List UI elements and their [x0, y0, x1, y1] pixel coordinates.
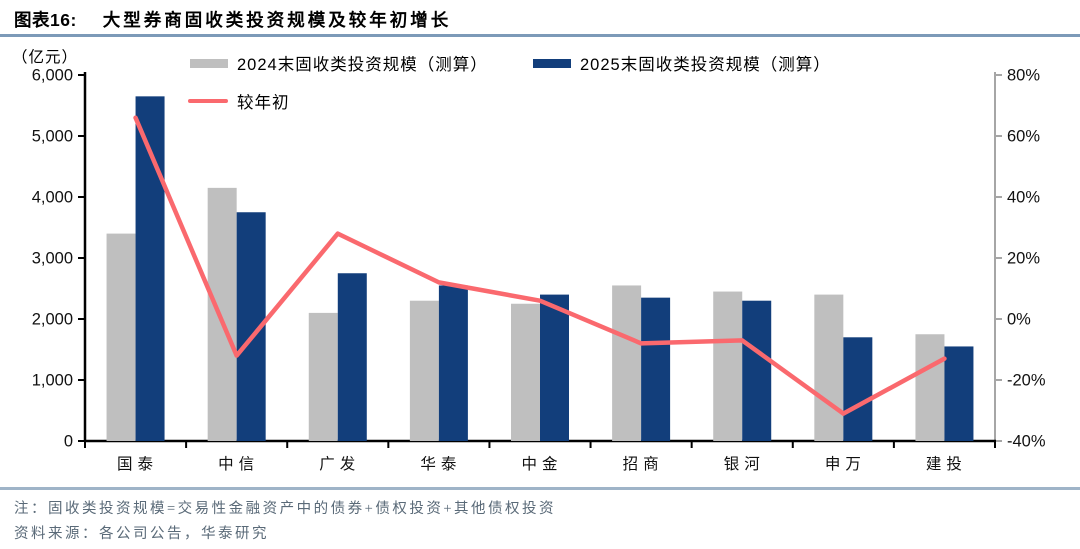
right-axis-tick-label: 20% — [1007, 250, 1040, 268]
legend-label-2025: 2025末固收类投资规模（测算） — [580, 56, 831, 74]
bar-2024 — [308, 312, 338, 441]
x-category-label: 建投 — [926, 455, 967, 473]
left-axis-unit-label: （亿元） — [12, 49, 79, 66]
x-category-label: 中金 — [521, 455, 562, 473]
legend-label-2024: 2024末固收类投资规模（测算） — [237, 56, 488, 74]
bar-2025 — [337, 273, 367, 441]
note-definition: 注：固收类投资规模=交易性金融资产中的债券+债权投资+其他债权投资 — [14, 501, 557, 517]
right-axis-tick-label: -20% — [1007, 372, 1046, 390]
bar-2024 — [814, 294, 844, 441]
right-axis-tick-label: 80% — [1007, 67, 1040, 85]
figure-header: 图表16: 大型券商固收类投资规模及较年初增长 — [14, 7, 451, 32]
bar-2025 — [641, 297, 671, 441]
x-category-label: 华泰 — [420, 455, 461, 473]
title-divider — [0, 34, 1080, 37]
legend-item-2025: 2025末固收类投资规模（测算） — [533, 51, 831, 75]
right-axis-tick-label: -40% — [1007, 433, 1046, 451]
footer-divider — [0, 487, 1080, 490]
bar-2024 — [713, 291, 743, 441]
legend-item-2024: 2024末固收类投资规模（测算） — [190, 51, 488, 75]
right-axis-tick-label: 60% — [1007, 128, 1040, 146]
bar-2024 — [511, 303, 540, 441]
bar-2025 — [843, 337, 873, 441]
bar-2025 — [540, 294, 569, 441]
legend-swatch-growth-line — [188, 98, 228, 104]
legend-item-growth: 较年初 — [188, 89, 290, 113]
bar-2024 — [915, 334, 945, 441]
figure-label: 图表16: — [14, 10, 77, 30]
note-source: 资料来源：各公司公告，华泰研究 — [14, 526, 269, 542]
bar-2025 — [944, 346, 974, 441]
x-category-label: 广发 — [319, 455, 360, 473]
legend-swatch-2024-bar — [190, 58, 228, 68]
legend-label-growth: 较年初 — [237, 94, 290, 112]
bar-2025 — [742, 300, 772, 441]
x-category-label: 国泰 — [117, 455, 158, 473]
right-axis-tick-label: 40% — [1007, 189, 1040, 207]
right-axis-tick-label: 0% — [1007, 311, 1031, 329]
bar-2024 — [612, 285, 642, 441]
bar-2024 — [106, 233, 136, 441]
left-axis-tick-label: 1,000 — [32, 372, 73, 390]
bar-2025 — [438, 285, 468, 441]
x-category-label: 招商 — [623, 455, 664, 473]
x-category-label: 申万 — [825, 455, 866, 473]
x-category-label: 银河 — [724, 455, 765, 473]
left-axis-tick-label: 4,000 — [32, 189, 73, 207]
legend-swatch-2025-bar — [533, 58, 571, 68]
growth-line — [133, 115, 947, 416]
x-category-label: 中信 — [218, 455, 259, 473]
left-axis-tick-label: 0 — [64, 433, 73, 451]
bar-2024 — [409, 300, 439, 441]
left-axis-tick-label: 6,000 — [32, 67, 73, 85]
left-axis-tick-label: 2,000 — [32, 311, 73, 329]
left-axis-tick-label: 3,000 — [32, 250, 73, 268]
figure-title: 大型券商固收类投资规模及较年初增长 — [102, 10, 452, 30]
bar-2024 — [207, 187, 237, 441]
left-axis-tick-label: 5,000 — [32, 128, 73, 146]
